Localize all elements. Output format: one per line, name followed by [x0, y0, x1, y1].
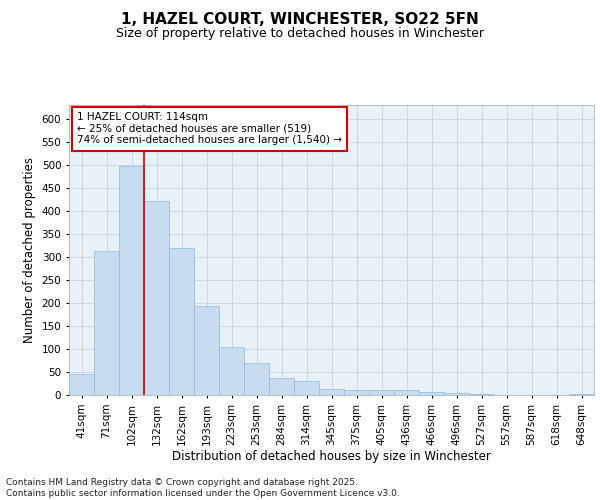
Bar: [69, 374, 94, 395]
Y-axis label: Number of detached properties: Number of detached properties: [23, 157, 36, 343]
Bar: [369, 390, 394, 395]
X-axis label: Distribution of detached houses by size in Winchester: Distribution of detached houses by size …: [172, 450, 491, 464]
Bar: [119, 166, 144, 395]
Bar: [219, 346, 244, 395]
Bar: [294, 381, 319, 395]
Bar: [569, 394, 594, 395]
Bar: [269, 378, 294, 395]
Text: Size of property relative to detached houses in Winchester: Size of property relative to detached ho…: [116, 28, 484, 40]
Bar: [344, 390, 369, 395]
Text: 1 HAZEL COURT: 114sqm
← 25% of detached houses are smaller (519)
74% of semi-det: 1 HAZEL COURT: 114sqm ← 25% of detached …: [77, 112, 342, 146]
Bar: [469, 394, 494, 395]
Bar: [419, 392, 444, 395]
Text: 1, HAZEL COURT, WINCHESTER, SO22 5FN: 1, HAZEL COURT, WINCHESTER, SO22 5FN: [121, 12, 479, 28]
Text: Contains HM Land Registry data © Crown copyright and database right 2025.
Contai: Contains HM Land Registry data © Crown c…: [6, 478, 400, 498]
Bar: [244, 363, 269, 395]
Bar: [169, 248, 194, 395]
Bar: [144, 200, 169, 395]
Bar: [194, 306, 219, 395]
Bar: [444, 392, 469, 395]
Bar: [319, 390, 344, 395]
Bar: [94, 251, 119, 395]
Bar: [394, 390, 419, 395]
